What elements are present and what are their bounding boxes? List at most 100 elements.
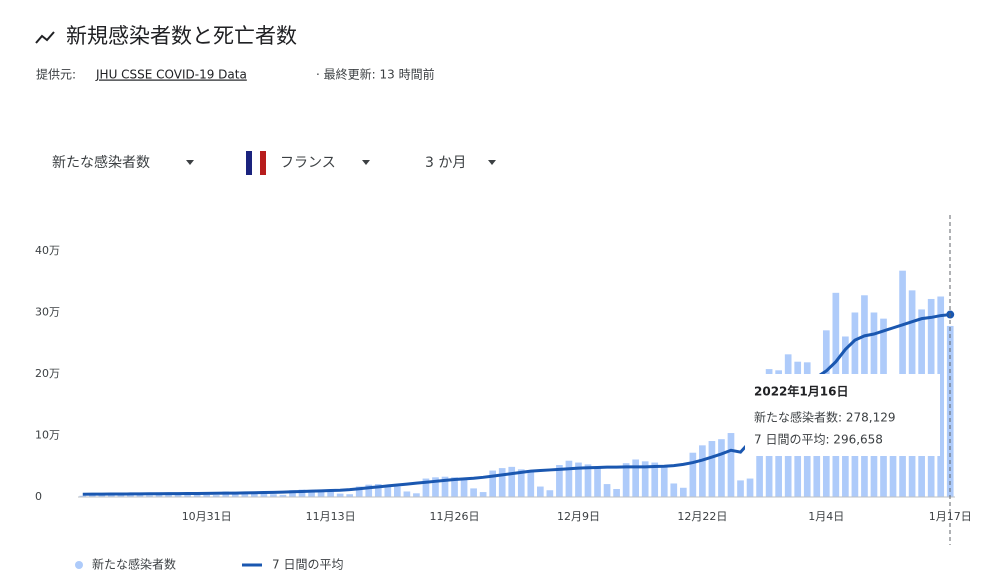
bar	[708, 441, 716, 497]
x-tick-label: 11月26日	[430, 510, 480, 523]
range-label: 3 か月	[425, 155, 466, 171]
bar	[279, 494, 287, 497]
bar	[737, 480, 744, 497]
tooltip: 2022年1月16日 新たな感染者数: 278,129 7 日間の平均: 296…	[745, 374, 940, 456]
bar	[498, 468, 506, 497]
bar	[622, 463, 630, 497]
x-tick-label: 10月31日	[182, 510, 232, 523]
x-tick-label: 1月4日	[808, 510, 844, 523]
metric-dropdown[interactable]: 新たな感染者数	[52, 154, 194, 171]
bar	[594, 467, 601, 497]
bar	[470, 488, 477, 497]
bar	[556, 465, 563, 497]
bar	[565, 460, 573, 497]
bar	[355, 486, 363, 497]
tooltip-cases: 新たな感染者数: 278,129	[754, 410, 895, 425]
caret	[186, 160, 194, 165]
bar	[651, 462, 659, 497]
y-tick-label: 20万	[35, 367, 60, 380]
y-tick-label: 40万	[35, 244, 60, 257]
legend-label: 7 日間の平均	[272, 558, 343, 572]
country-dropdown[interactable]: フランス	[246, 151, 370, 175]
bar	[699, 445, 706, 497]
bar	[260, 493, 268, 497]
bar	[403, 491, 411, 497]
bar	[146, 495, 153, 497]
bar	[718, 439, 725, 497]
bar	[527, 471, 535, 497]
bar	[670, 483, 678, 497]
bar	[689, 452, 697, 497]
bar	[251, 492, 258, 497]
bar	[641, 461, 649, 497]
x-tick-label: 11月13日	[306, 510, 356, 523]
bar	[79, 495, 87, 497]
bar	[432, 477, 439, 497]
flag-white	[252, 151, 260, 175]
bar	[203, 494, 211, 497]
bar	[317, 490, 325, 497]
bar	[660, 466, 668, 497]
bar	[441, 476, 449, 497]
caret	[488, 160, 496, 165]
bar	[127, 493, 134, 497]
bar	[394, 486, 401, 497]
title: 新規感染者数と死亡者数	[66, 24, 297, 48]
bar	[517, 469, 525, 497]
bar	[270, 494, 277, 497]
bar	[575, 462, 582, 497]
bar	[536, 486, 544, 497]
legend: 新たな感染者数 7 日間の平均	[75, 557, 343, 572]
trend-icon	[35, 31, 55, 44]
country-label: フランス	[280, 155, 336, 171]
bar	[584, 464, 592, 497]
bar	[327, 491, 334, 497]
tooltip-average: 7 日間の平均: 296,658	[754, 433, 883, 447]
bar	[384, 485, 392, 497]
bar	[422, 478, 430, 497]
flag-blue	[246, 151, 252, 175]
bar	[679, 487, 687, 497]
metric-label: 新たな感染者数	[52, 154, 150, 171]
bar	[813, 455, 821, 497]
y-tick-label: 0	[35, 490, 42, 503]
bar	[889, 434, 897, 497]
source-prefix: 提供元:	[36, 67, 76, 82]
bar	[336, 493, 344, 497]
bar	[460, 479, 468, 497]
bar	[937, 296, 945, 497]
bar	[546, 490, 554, 497]
bar	[308, 489, 315, 497]
range-dropdown[interactable]: 3 か月	[425, 155, 496, 171]
bar	[136, 494, 144, 497]
bar	[508, 466, 516, 497]
bar	[298, 489, 306, 497]
bar	[603, 484, 611, 497]
bar	[212, 495, 220, 497]
bar	[613, 489, 620, 497]
bar	[374, 484, 382, 497]
legend-label: 新たな感染者数	[92, 557, 176, 572]
bar	[727, 433, 735, 497]
tooltip-box	[745, 374, 940, 456]
x-tick-label: 12月22日	[677, 510, 727, 523]
y-tick-label: 30万	[35, 306, 60, 319]
bar	[365, 484, 373, 497]
x-tick-label: 12月9日	[557, 510, 600, 523]
bar	[346, 494, 354, 497]
bar	[632, 459, 639, 497]
source-suffix: · 最終更新: 13 時間前	[316, 67, 435, 82]
caret	[362, 160, 370, 165]
flag-red	[260, 151, 266, 175]
bar	[451, 477, 458, 497]
bar	[289, 490, 296, 497]
bar	[241, 492, 249, 497]
bar	[413, 493, 420, 497]
bar	[489, 470, 497, 497]
bar	[193, 493, 201, 497]
bar	[746, 478, 754, 497]
source-link[interactable]: JHU CSSE COVID-19 Data	[95, 68, 247, 82]
bar	[184, 493, 191, 497]
tooltip-date: 2022年1月16日	[754, 384, 848, 399]
